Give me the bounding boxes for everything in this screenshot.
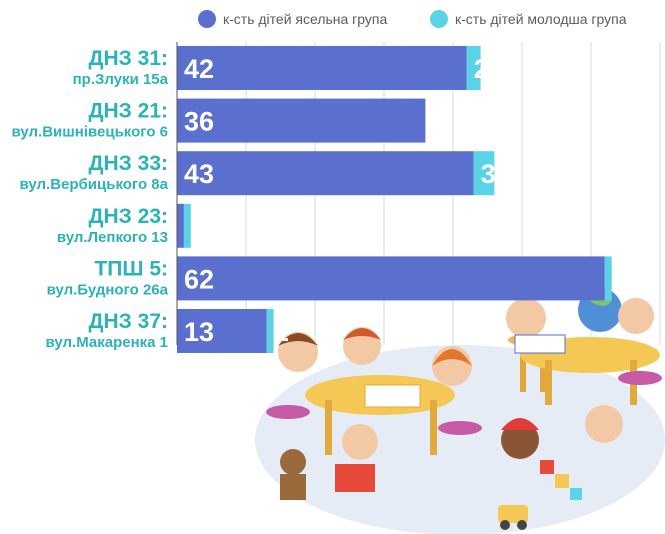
legend-marker xyxy=(430,10,448,28)
bar-value-label: 1 xyxy=(612,264,627,294)
legend-label: к-сть дітей молодша група xyxy=(455,11,627,27)
category-address: вул.Вербицького 8а xyxy=(20,176,169,193)
legend: к-сть дітей ясельна група к-сть дітей мол… xyxy=(198,10,627,28)
bar-series1 xyxy=(177,256,605,301)
category-name: ТПШ 5: xyxy=(94,257,168,280)
bar-series1 xyxy=(177,203,184,248)
bar-value-label: 36 xyxy=(184,107,214,137)
category-address: вул.Будного 26а xyxy=(47,281,169,298)
category-name: ДНЗ 23: xyxy=(89,205,168,228)
category-name: ДНЗ 21: xyxy=(89,100,168,123)
bar-value-label: 62 xyxy=(184,264,214,294)
category-labels: ДНЗ 31:пр.Злуки 15а ДНЗ 21:вул.Вишнівецьк… xyxy=(12,47,169,351)
bar-value-label: 2 xyxy=(474,54,489,84)
bar-value-label: 42 xyxy=(184,54,214,84)
category-name: ДНЗ 33: xyxy=(89,152,168,175)
bar-value-label: 43 xyxy=(184,159,214,189)
bar-series2 xyxy=(183,203,191,248)
bar-series1 xyxy=(177,98,426,143)
bar-series1 xyxy=(177,151,474,196)
bar-series1 xyxy=(177,309,267,353)
category-name: ДНЗ 31: xyxy=(89,47,168,70)
legend-label: к-сть дітей ясельна група xyxy=(223,11,388,27)
legend-marker xyxy=(198,10,216,28)
bar-series2 xyxy=(266,309,274,353)
category-address: пр.Злуки 15а xyxy=(73,71,169,88)
bar-value-label: 1 xyxy=(191,212,206,242)
bar-value-label: 13 xyxy=(184,317,214,347)
bar-series2 xyxy=(473,151,495,196)
kindergarten-illustration xyxy=(255,288,665,534)
bar-value-label: 1 xyxy=(274,317,289,347)
bar-series2 xyxy=(466,46,481,90)
bar-series1 xyxy=(177,46,467,90)
category-address: вул.Макаренка 1 xyxy=(46,334,168,351)
category-address: вул.Лепкого 13 xyxy=(57,229,168,246)
bar-series2 xyxy=(604,256,612,301)
category-name: ДНЗ 37: xyxy=(89,310,168,333)
category-address: вул.Вишнівецького 6 xyxy=(12,124,168,141)
bar-value-label: 3 xyxy=(481,159,496,189)
